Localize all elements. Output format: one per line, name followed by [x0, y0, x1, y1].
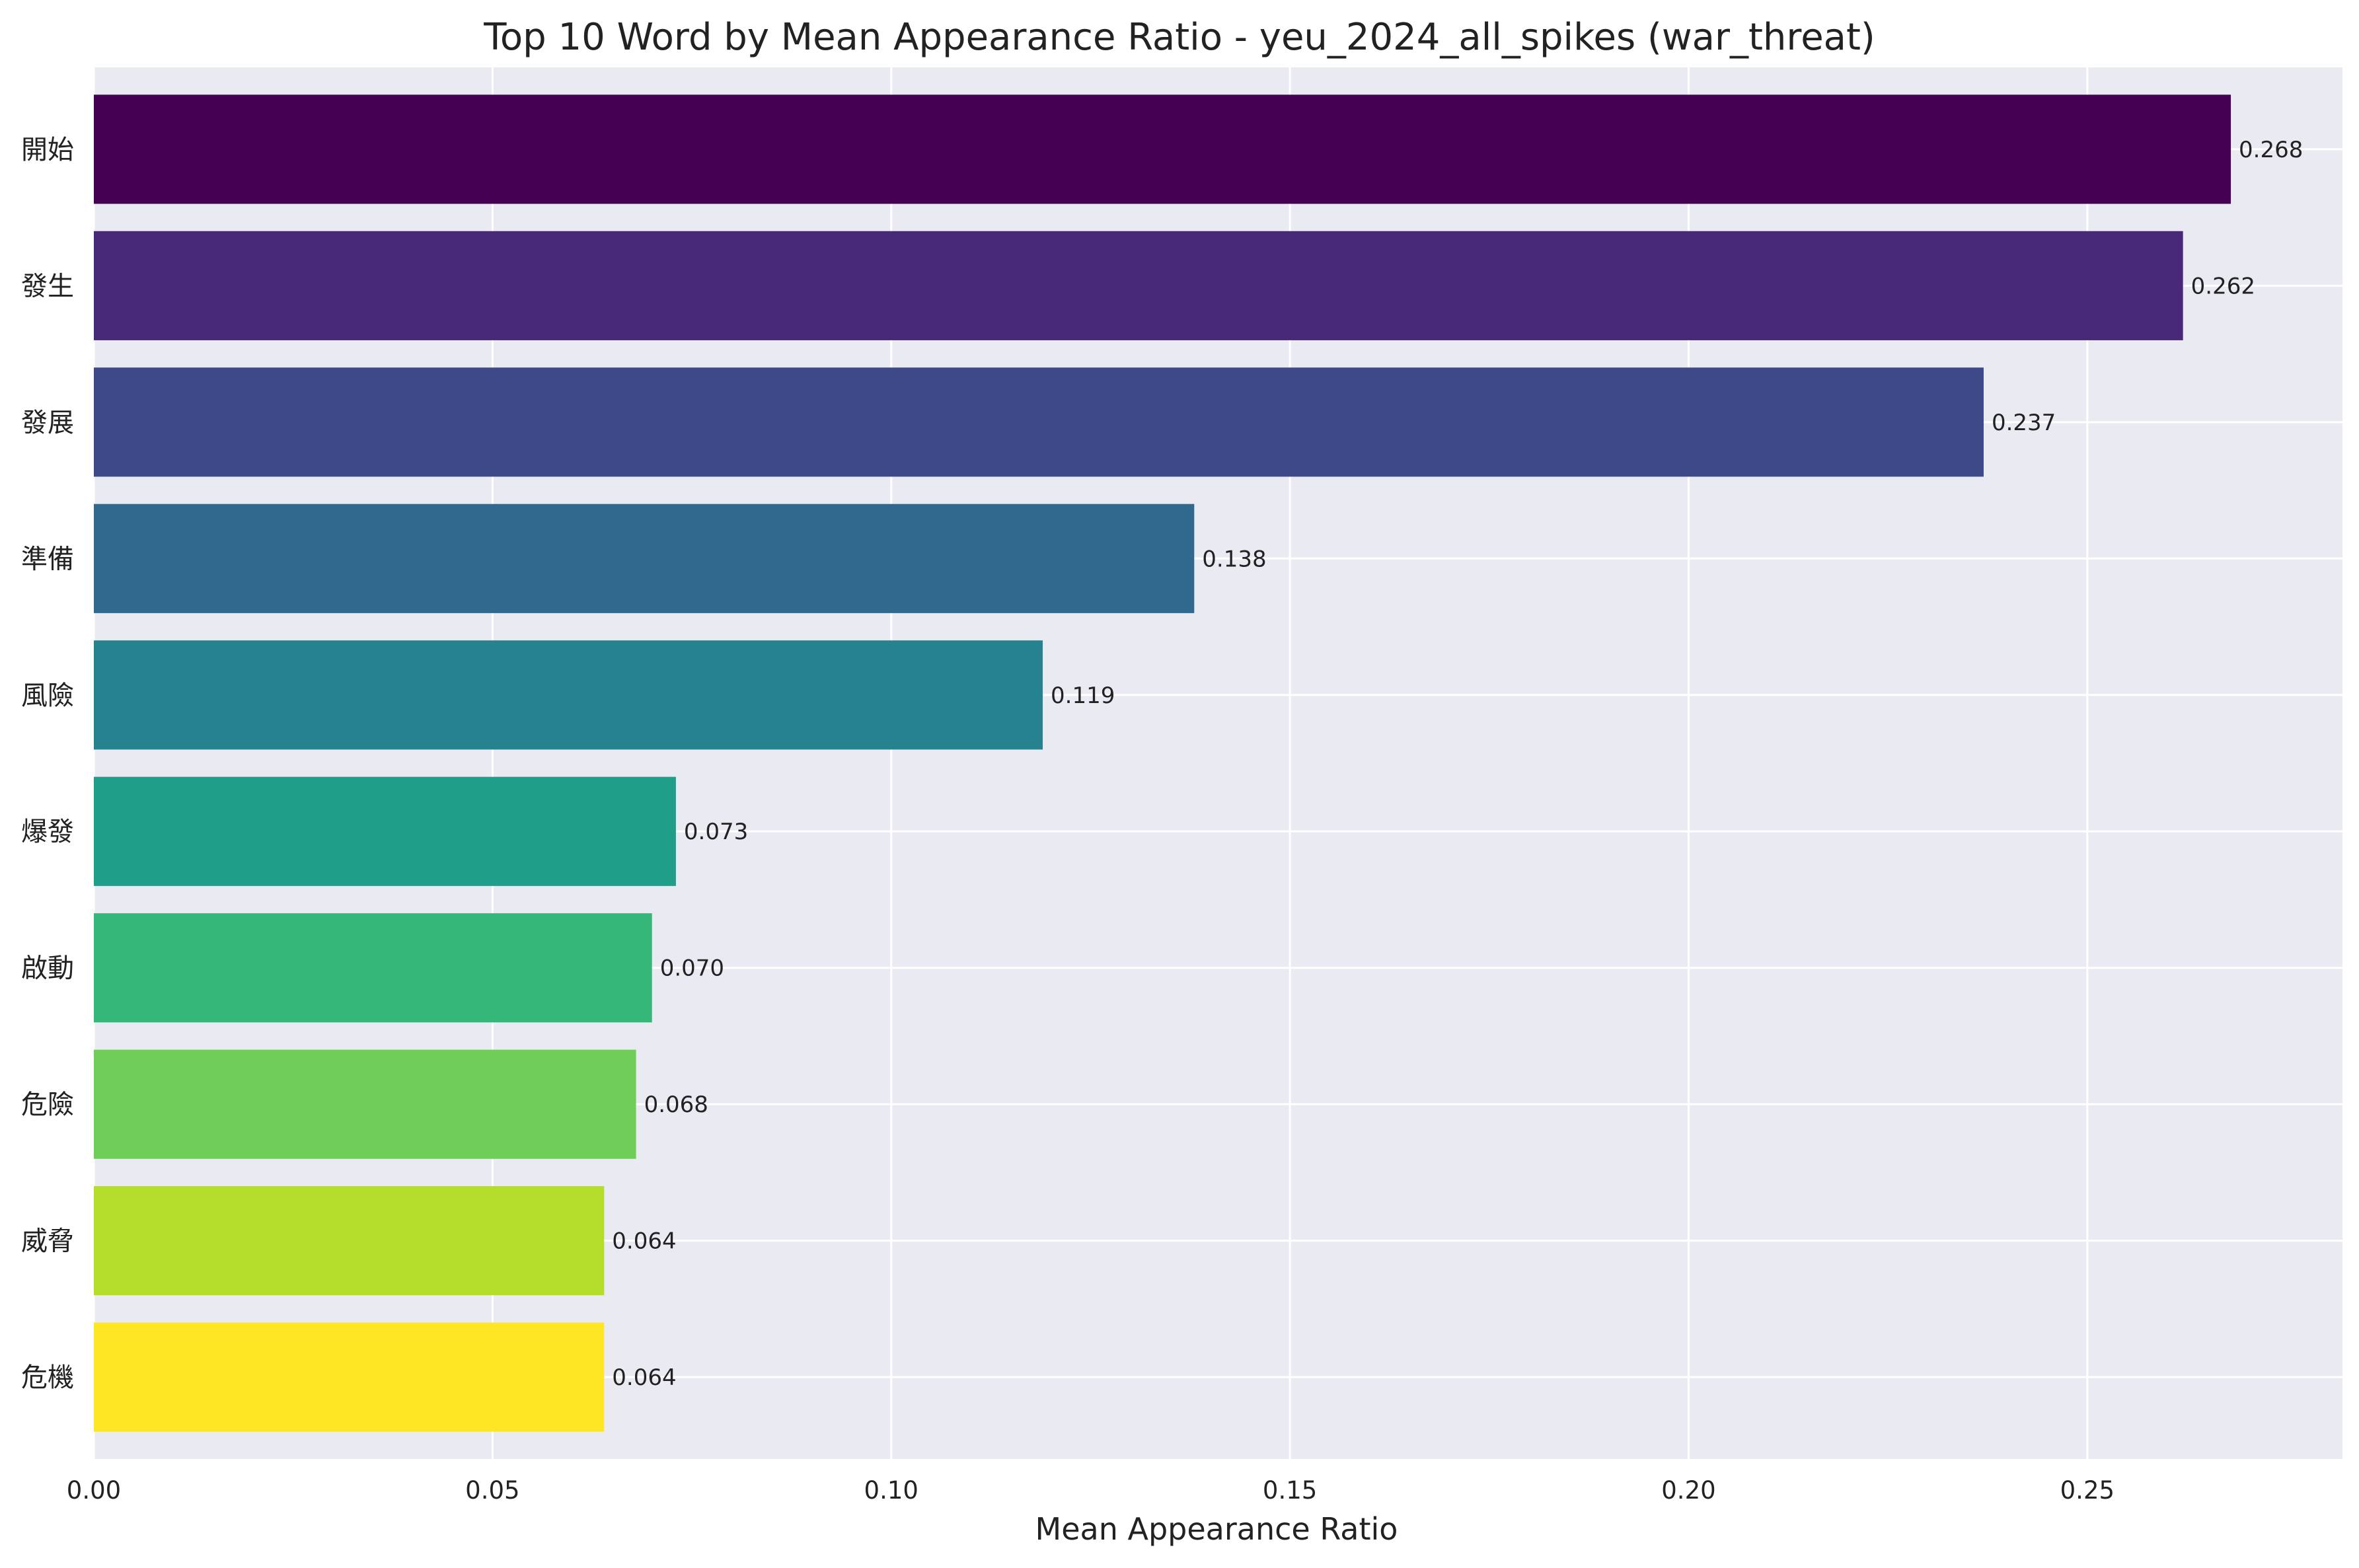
x-tick-label: 0.05: [465, 1476, 519, 1505]
y-tick-label: 開始: [21, 135, 74, 165]
bars: [94, 94, 2231, 1432]
y-tick-label: 啟動: [21, 953, 74, 984]
bar-value-label: 0.068: [644, 1092, 708, 1118]
y-tick-label: 發展: [21, 408, 74, 438]
value-labels: 0.268 0.262 0.237 0.138 0.119 0.073 0.070 0.068…: [612, 137, 2303, 1391]
bar: [94, 1049, 636, 1159]
bar: [94, 640, 1043, 750]
bar: [94, 231, 2183, 340]
bar-value-label: 0.119: [1051, 683, 1115, 709]
bar: [94, 1186, 605, 1296]
x-tick-label: 0.20: [1661, 1476, 1715, 1505]
bar-value-label: 0.237: [1992, 410, 2056, 436]
x-tick-label: 0.15: [1263, 1476, 1317, 1505]
bar: [94, 367, 1984, 477]
x-tick-label: 0.00: [67, 1476, 121, 1505]
bar: [94, 1322, 605, 1432]
x-tick-label: 0.25: [2060, 1476, 2115, 1505]
bar-value-label: 0.064: [612, 1228, 676, 1255]
bar: [94, 776, 676, 886]
bar: [94, 913, 652, 1023]
x-tick-label: 0.10: [864, 1476, 918, 1505]
bar-value-label: 0.262: [2191, 273, 2255, 299]
bar-value-label: 0.064: [612, 1364, 676, 1391]
y-tick-label: 危機: [21, 1363, 74, 1393]
bar: [94, 94, 2231, 204]
y-tick-label: 風險: [21, 681, 74, 711]
bar-value-label: 0.073: [684, 819, 748, 845]
chart-title: Top 10 Word by Mean Appearance Ratio - y…: [483, 16, 1875, 59]
x-tick-labels: 0.00 0.05 0.10 0.15 0.20 0.25: [67, 1476, 2115, 1505]
y-tick-label: 威脅: [21, 1226, 74, 1257]
y-tick-label: 爆發: [21, 817, 74, 847]
y-tick-label: 發生: [21, 271, 74, 301]
bar-value-label: 0.268: [2239, 137, 2303, 163]
bar-value-label: 0.070: [660, 955, 724, 982]
x-axis-label: Mean Appearance Ratio: [1035, 1511, 1398, 1547]
y-tick-label: 準備: [21, 544, 74, 574]
bar: [94, 504, 1195, 613]
y-tick-label: 危險: [21, 1090, 74, 1120]
bar-value-label: 0.138: [1202, 546, 1266, 572]
